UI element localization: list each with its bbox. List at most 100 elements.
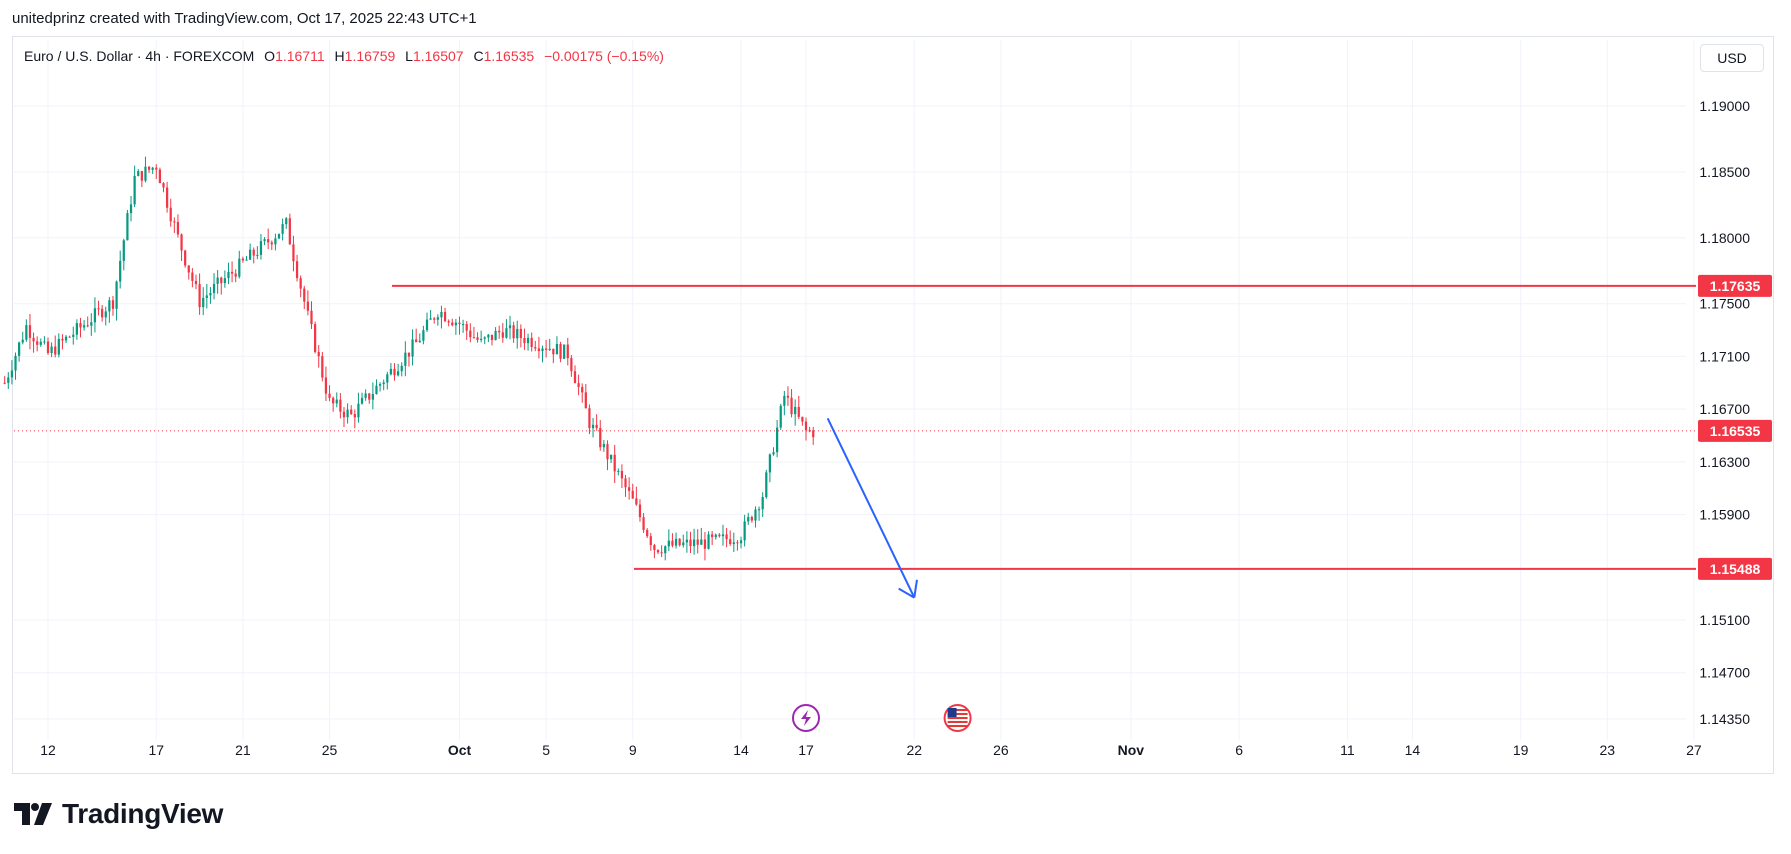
candle xyxy=(664,545,667,561)
candle-body xyxy=(584,392,587,409)
candle xyxy=(133,165,136,208)
flag-stripe xyxy=(947,717,968,719)
candle-body xyxy=(245,259,248,261)
candle xyxy=(155,164,158,179)
candle xyxy=(653,543,656,559)
time-tick-label: 12 xyxy=(40,742,56,758)
candle xyxy=(757,506,761,521)
candle xyxy=(360,392,364,405)
candle-body xyxy=(552,348,555,355)
candle xyxy=(581,383,584,403)
candle xyxy=(230,261,234,283)
candle xyxy=(436,314,439,326)
candle-body xyxy=(50,346,53,354)
time-tick-label: 9 xyxy=(629,742,637,758)
candle-body xyxy=(140,171,143,181)
candle xyxy=(277,233,281,240)
candle-body xyxy=(176,221,180,235)
candle xyxy=(227,262,230,285)
candle xyxy=(494,327,497,341)
price-tick-label: 1.15100 xyxy=(1699,612,1750,628)
candle-body xyxy=(628,487,631,491)
candle-body xyxy=(646,530,649,537)
candle-body xyxy=(591,424,595,429)
candle-body xyxy=(422,330,425,341)
arrow-head xyxy=(913,579,918,598)
flag-stripe xyxy=(947,713,968,715)
candle xyxy=(447,319,450,327)
symbol-legend: Euro / U.S. Dollar · 4h · FOREXCOM O1.16… xyxy=(24,48,664,64)
candle xyxy=(252,247,255,264)
candle xyxy=(461,319,465,333)
candle xyxy=(750,515,753,523)
candle xyxy=(508,315,512,340)
candle xyxy=(86,316,89,328)
candle-body xyxy=(480,338,483,340)
lightning-icon[interactable] xyxy=(792,704,820,732)
candle-body xyxy=(32,337,35,342)
candle xyxy=(115,280,118,321)
candle xyxy=(50,342,53,358)
candle xyxy=(783,390,786,416)
candle-body xyxy=(656,550,660,553)
tradingview-logo[interactable]: TradingView xyxy=(14,798,223,830)
candle-body xyxy=(606,443,609,460)
high-label: H xyxy=(334,48,345,64)
candle xyxy=(72,326,75,345)
candle xyxy=(772,447,775,456)
candle xyxy=(501,322,504,343)
candle-body xyxy=(526,337,530,344)
candle xyxy=(429,310,432,320)
candle xyxy=(173,217,176,233)
candle-body xyxy=(660,552,663,554)
candle-body xyxy=(75,323,78,335)
candle xyxy=(324,366,328,401)
price-tick-label: 1.18000 xyxy=(1699,230,1750,246)
candle-body xyxy=(256,254,259,256)
candle xyxy=(631,483,634,499)
candle xyxy=(21,331,24,345)
candle-body xyxy=(577,383,580,388)
candle-body xyxy=(707,534,710,549)
candle-body xyxy=(476,337,479,340)
time-tick-label: Nov xyxy=(1118,742,1145,758)
high-value: 1.16759 xyxy=(344,48,396,64)
price-tick-label: 1.16700 xyxy=(1699,401,1750,417)
candle-body xyxy=(649,536,652,546)
candle-body xyxy=(230,271,234,274)
candle xyxy=(443,307,447,323)
time-tick-label: 14 xyxy=(733,742,749,758)
candle xyxy=(25,319,28,342)
candle xyxy=(234,269,237,283)
candle xyxy=(209,287,212,304)
support-price-badge-bg xyxy=(1698,557,1772,580)
candle-body xyxy=(754,509,757,521)
us-flag-icon[interactable] xyxy=(943,704,972,732)
candle xyxy=(3,376,6,385)
candle-body xyxy=(465,324,468,331)
candle-body xyxy=(332,397,335,404)
candle-body xyxy=(158,169,162,184)
price-tick-label: 1.18500 xyxy=(1699,164,1750,180)
candle xyxy=(606,440,609,471)
close-label: C xyxy=(473,48,484,64)
candle xyxy=(346,403,349,424)
candle-body xyxy=(353,413,356,418)
candle xyxy=(660,545,663,558)
candle xyxy=(646,528,649,538)
candle xyxy=(714,533,717,540)
candle xyxy=(469,323,472,343)
candle-body xyxy=(277,233,281,239)
candle-body xyxy=(324,377,328,394)
candle-body xyxy=(400,365,403,372)
currency-button[interactable]: USD xyxy=(1700,44,1764,72)
candle xyxy=(765,469,768,499)
candle-body xyxy=(191,272,194,281)
candle xyxy=(635,486,638,506)
candle xyxy=(256,246,259,260)
candle-body xyxy=(18,342,21,356)
candle-body xyxy=(404,352,407,366)
candle-body xyxy=(205,295,208,298)
candle xyxy=(685,531,689,553)
